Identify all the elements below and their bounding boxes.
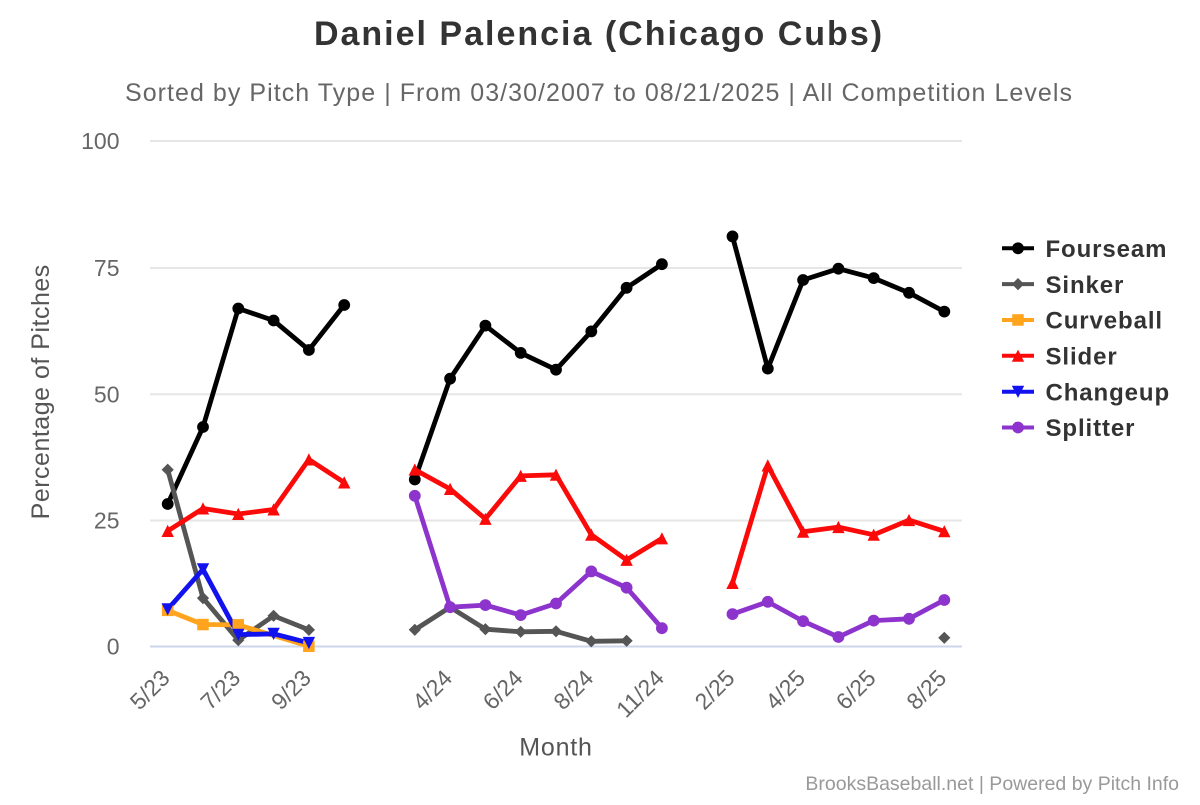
svg-text:Sorted by Pitch Type | From 03: Sorted by Pitch Type | From 03/30/2007 t… [125, 79, 1073, 107]
svg-text:Splitter: Splitter [1046, 415, 1136, 442]
svg-text:50: 50 [94, 381, 120, 407]
svg-text:Month: Month [519, 734, 592, 762]
svg-text:25: 25 [94, 508, 120, 534]
svg-text:BrooksBaseball.net | Powered b: BrooksBaseball.net | Powered by Pitch In… [805, 773, 1179, 795]
svg-text:Fourseam: Fourseam [1046, 236, 1168, 263]
svg-text:Daniel Palencia (Chicago Cubs): Daniel Palencia (Chicago Cubs) [314, 15, 884, 53]
svg-text:100: 100 [81, 128, 119, 154]
svg-text:75: 75 [94, 255, 120, 281]
svg-text:Curveball: Curveball [1046, 308, 1163, 335]
svg-text:Changeup: Changeup [1046, 379, 1171, 406]
svg-text:Slider: Slider [1046, 344, 1118, 371]
svg-text:Sinker: Sinker [1046, 272, 1125, 299]
svg-text:0: 0 [107, 634, 120, 660]
svg-text:Percentage of Pitches: Percentage of Pitches [27, 264, 55, 519]
